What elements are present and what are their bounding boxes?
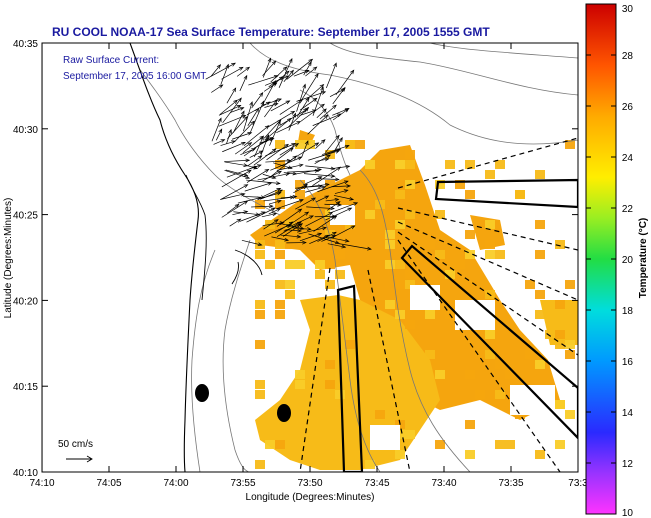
y-tick-label: 40:25 xyxy=(13,211,38,222)
y-tick-label: 40:30 xyxy=(13,125,38,136)
sampling-boxes xyxy=(336,178,578,472)
bathymetry-contours xyxy=(119,43,578,472)
chart-title: RU COOL NOAA-17 Sea Surface Temperature:… xyxy=(52,25,490,39)
surface-current-vectors xyxy=(205,57,372,251)
colorbar-tick-label: 28 xyxy=(622,51,634,62)
radial-lines xyxy=(299,137,578,472)
y-tick-label: 40:10 xyxy=(13,468,38,479)
scale-label: 50 cm/s xyxy=(58,439,93,450)
y-axis-ticks: 40:35 40:30 40:25 40:20 40:15 40:10 xyxy=(13,39,578,479)
annotation-line2: September 17, 2005 16:00 GMT xyxy=(63,71,206,82)
y-tick-label: 40:20 xyxy=(13,296,38,307)
colorbar-tick-label: 14 xyxy=(622,408,634,419)
colorbar-tick-label: 18 xyxy=(622,306,634,317)
x-tick-label: 73:35 xyxy=(498,478,523,489)
colorbar-tick-label: 10 xyxy=(622,508,634,518)
station-marker xyxy=(195,384,209,402)
x-tick-label: 73:50 xyxy=(297,478,322,489)
colorbar-tick-label: 30 xyxy=(622,4,634,15)
colorbar-tick-label: 12 xyxy=(622,459,634,470)
colorbar-tick-label: 22 xyxy=(622,204,634,215)
x-axis-label: Longitude (Degrees:Minutes) xyxy=(246,492,375,503)
x-tick-label: 74:05 xyxy=(96,478,121,489)
annotation-line1: Raw Surface Current: xyxy=(63,55,159,66)
x-tick-label: 73:3 xyxy=(568,478,588,489)
x-axis-ticks: 74:10 74:05 74:00 73:55 73:50 73:45 73:40 73:35… xyxy=(29,43,588,489)
x-tick-label: 73:40 xyxy=(431,478,456,489)
sst-patches xyxy=(250,130,578,470)
colorbar-tick-label: 16 xyxy=(622,357,634,368)
y-tick-label: 40:15 xyxy=(13,382,38,393)
y-axis-label: Latitude (Degrees:Minutes) xyxy=(3,198,14,319)
y-tick-label: 40:35 xyxy=(13,39,38,50)
colorbar-ticks: 30 28 26 24 22 20 18 16 14 12 10 xyxy=(586,3,634,518)
coastline xyxy=(42,43,199,472)
x-tick-label: 73:55 xyxy=(230,478,255,489)
colorbar-tick-label: 20 xyxy=(622,255,634,266)
x-tick-label: 73:45 xyxy=(364,478,389,489)
x-tick-label: 74:00 xyxy=(163,478,188,489)
x-tick-label: 74:10 xyxy=(29,478,54,489)
station-marker xyxy=(277,404,291,422)
colorbar-tick-label: 24 xyxy=(622,153,634,164)
colorbar-tick-label: 26 xyxy=(622,102,634,113)
colorbar-label: Temperature (°C) xyxy=(638,218,649,299)
scale-arrow xyxy=(66,455,93,463)
